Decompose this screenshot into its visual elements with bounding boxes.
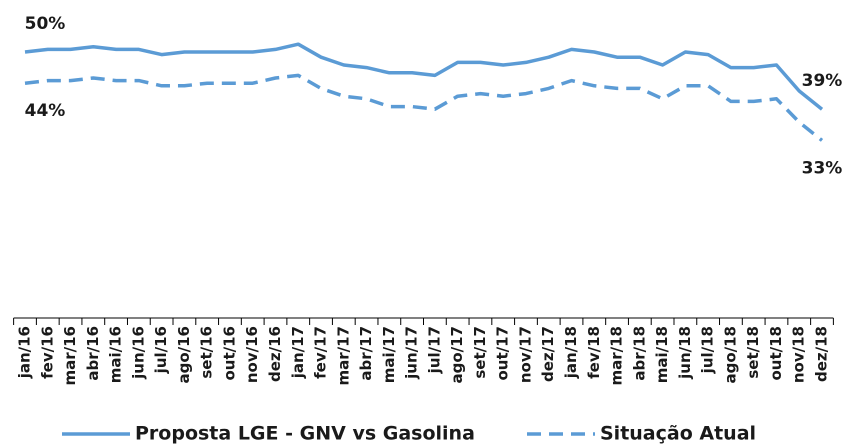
x-tick-label: nov/18: [790, 326, 808, 383]
x-tick-label: out/18: [767, 326, 785, 381]
x-tick-label: jul/17: [425, 326, 443, 374]
x-tick-label: fev/17: [312, 326, 330, 379]
x-tick-label: dez/16: [266, 326, 284, 382]
x-tick-label: out/17: [494, 326, 512, 381]
x-tick-label: mai/18: [653, 326, 671, 383]
line-dashed: [24, 73, 824, 142]
x-tick-label: jun/18: [676, 326, 694, 380]
x-tick-label: set/16: [198, 326, 216, 379]
x-tick-label: jun/16: [129, 326, 147, 380]
line-solid: [24, 42, 824, 111]
x-tick-label: jun/17: [403, 326, 421, 380]
x-tick-label: fev/18: [585, 326, 603, 379]
x-tick-label: nov/16: [243, 326, 261, 383]
x-tick-label: mai/17: [380, 326, 398, 383]
x-tick-label: mai/16: [107, 326, 125, 383]
x-tick-label: ago/16: [175, 326, 193, 384]
x-tick-label: abr/16: [84, 326, 102, 381]
x-tick-label: ago/18: [721, 326, 739, 384]
x-tick-label: ago/17: [448, 326, 466, 384]
x-tick-label: mar/16: [61, 326, 79, 386]
x-tick-label: mar/17: [334, 326, 352, 386]
legend-label: Proposta LGE - GNV vs Gasolina: [135, 423, 475, 445]
x-tick-label: jan/18: [562, 326, 580, 379]
data-label: 39%: [802, 71, 843, 91]
x-tick-label: jan/16: [16, 326, 34, 379]
x-tick-label: out/16: [220, 326, 238, 381]
x-tick-label: mar/18: [608, 326, 626, 386]
data-label: 44%: [25, 101, 66, 121]
x-tick-label: jul/16: [152, 326, 170, 374]
x-tick-label: set/17: [471, 326, 489, 379]
x-tick-label: jul/18: [699, 326, 717, 374]
x-tick-label: jan/17: [289, 326, 307, 379]
x-tick-label: set/18: [744, 326, 762, 379]
legend-label: Situação Atual: [600, 423, 756, 445]
x-tick-label: abr/17: [357, 326, 375, 381]
x-tick-label: dez/18: [813, 326, 831, 382]
x-tick-label: fev/16: [38, 326, 56, 379]
data-label: 50%: [25, 14, 66, 34]
x-tick-label: dez/17: [539, 326, 557, 382]
data-label: 33%: [802, 158, 843, 178]
x-tick-label: nov/17: [516, 326, 534, 383]
x-tick-label: abr/18: [630, 326, 648, 381]
